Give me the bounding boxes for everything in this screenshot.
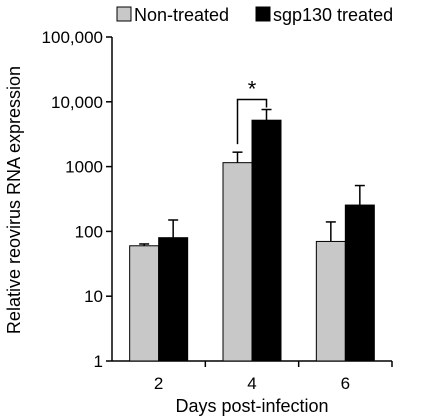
y-tick-label: 1000 (65, 158, 103, 177)
plot-area: 1 10 100 1000 10,000 100,000 2 4 6 * (42, 28, 393, 393)
bar-non-treated (222, 162, 253, 362)
y-tick-label: 100 (75, 222, 103, 241)
y-tick-label: 10,000 (51, 93, 103, 112)
y-tick-label: 1 (94, 352, 103, 371)
bar-non-treated (129, 245, 160, 362)
y-tick-label: 10 (84, 287, 103, 306)
bar-non-treated (315, 240, 346, 362)
legend-swatch-sgp130-treated (255, 6, 271, 22)
significance-marker: * (248, 77, 257, 102)
legend: Non-treated sgp130 treated (116, 5, 393, 25)
x-tick-label: 6 (341, 374, 350, 393)
bar-sgp130-treated (251, 119, 282, 362)
y-axis-label: Relative reovirus RNA expression (4, 66, 24, 334)
legend-label-non-treated: Non-treated (134, 5, 229, 25)
x-tick-label: 4 (247, 374, 256, 393)
significance-bracket (236, 98, 268, 145)
legend-swatch-non-treated (116, 6, 132, 22)
bar-sgp130-treated (158, 237, 189, 362)
legend-label-sgp130-treated: sgp130 treated (273, 5, 393, 25)
x-axis-label: Days post-infection (175, 396, 328, 416)
bar-sgp130-treated (344, 204, 375, 362)
x-tick-label: 2 (154, 374, 163, 393)
y-tick-label: 100,000 (42, 28, 103, 47)
